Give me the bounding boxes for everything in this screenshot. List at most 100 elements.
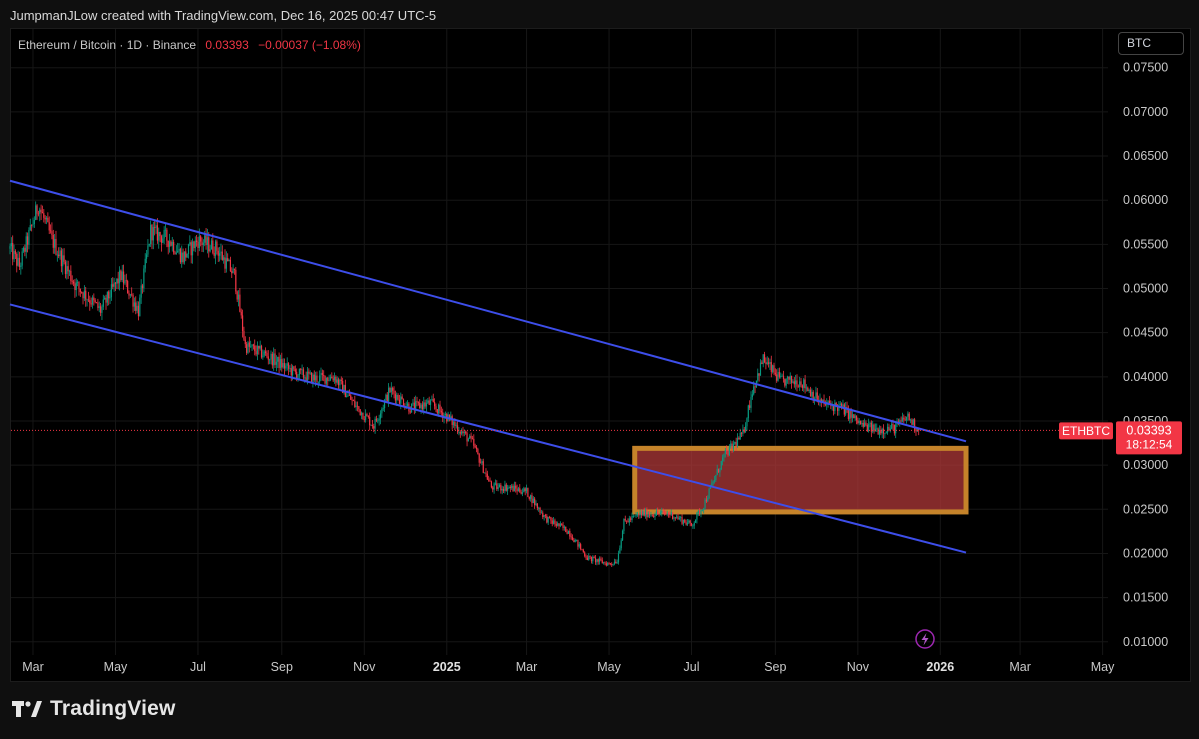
candle-body (436, 409, 438, 414)
candle-body (603, 562, 605, 564)
candle-body (681, 517, 683, 524)
candle-body (657, 511, 659, 514)
candle-body (101, 306, 103, 313)
candle-body (428, 400, 430, 405)
candle-body (676, 516, 678, 518)
candle-body (145, 254, 148, 259)
candle-body (859, 420, 862, 425)
currency-selector[interactable]: BTC (1118, 32, 1184, 55)
symbol-info: Ethereum / Bitcoin · 1D · Binance 0.0339… (18, 38, 361, 52)
candle-body (799, 381, 801, 388)
candle-body (393, 390, 395, 395)
channel-upper-line[interactable] (9, 179, 967, 443)
candle-body (93, 297, 95, 301)
candle-body (484, 472, 486, 474)
candle-body (185, 251, 187, 258)
candle-body (427, 400, 429, 403)
candle-body (873, 424, 875, 432)
candle-body (822, 399, 824, 402)
candle-body (689, 520, 691, 524)
candle-body (881, 428, 883, 434)
candle-body (239, 294, 241, 312)
candle-body (278, 356, 280, 368)
candle-body (611, 564, 613, 565)
candle-body (182, 252, 184, 263)
candle-body (868, 424, 870, 432)
candle-body (461, 431, 463, 434)
candle-body (240, 311, 242, 316)
candle-body (99, 306, 102, 313)
candle-body (248, 342, 250, 347)
channel-lower-line[interactable] (9, 303, 967, 554)
candle-body (206, 237, 209, 245)
candle-body (329, 376, 332, 381)
candle-body (550, 517, 552, 521)
lightning-event-icon[interactable] (915, 629, 935, 649)
candle-body (877, 428, 879, 435)
x-tick-label: Mar (516, 660, 538, 674)
candle-body (713, 479, 716, 482)
candle-body (552, 520, 555, 524)
candle-body (351, 399, 353, 401)
candle-body (462, 431, 464, 434)
candle-body (233, 268, 236, 270)
candle-body (891, 424, 893, 429)
candle-body (470, 435, 472, 439)
candle-body (747, 405, 749, 419)
candle-body (118, 270, 121, 284)
candle-body (511, 485, 513, 488)
candle-body (716, 469, 718, 475)
candle-body (872, 424, 874, 432)
candle-body (665, 513, 667, 515)
tradingview-logo[interactable]: TradingView (12, 697, 176, 721)
candle-body (363, 419, 365, 421)
candle-body (559, 523, 561, 527)
candle-body (669, 514, 671, 516)
candle-body (247, 342, 249, 353)
candle-body (97, 302, 99, 308)
candle-body (620, 540, 622, 549)
candle-body (834, 402, 836, 412)
candle-body (419, 402, 421, 409)
candle-body (808, 389, 810, 391)
candle-body (701, 509, 703, 511)
candle-body (800, 381, 802, 386)
candle-body (662, 511, 664, 513)
candle-body (110, 284, 113, 298)
candle-body (648, 514, 651, 516)
candle-body (440, 410, 442, 413)
candle-body (773, 365, 775, 373)
candle-body (563, 526, 566, 528)
candle-body (401, 396, 403, 400)
candle-body (312, 374, 314, 383)
candle-body (191, 241, 194, 256)
candle-body (708, 488, 710, 499)
candle-body (44, 217, 46, 220)
y-tick-label: 0.06500 (1123, 149, 1168, 163)
candle-body (13, 250, 15, 260)
candle-body (582, 549, 584, 553)
candle-body (607, 563, 609, 566)
candle-body (696, 513, 698, 520)
candle-body (797, 386, 799, 388)
candle-body (59, 250, 61, 257)
candle-body (290, 368, 292, 376)
candle-body (605, 563, 607, 566)
candle-body (186, 254, 188, 258)
candle-body (324, 375, 326, 384)
candle-body (72, 281, 75, 284)
candle-body (636, 514, 639, 516)
candle-body (63, 255, 65, 262)
candle-body (901, 417, 904, 422)
candle-body (370, 424, 372, 426)
candle-body (200, 236, 202, 242)
candle-body (360, 412, 363, 416)
candle-body (24, 247, 26, 252)
candle-body (254, 345, 256, 352)
candle-body (14, 250, 17, 255)
candle-body (64, 261, 67, 274)
candle-body (864, 422, 866, 427)
candle-body (846, 406, 848, 409)
candle-body (619, 548, 621, 554)
